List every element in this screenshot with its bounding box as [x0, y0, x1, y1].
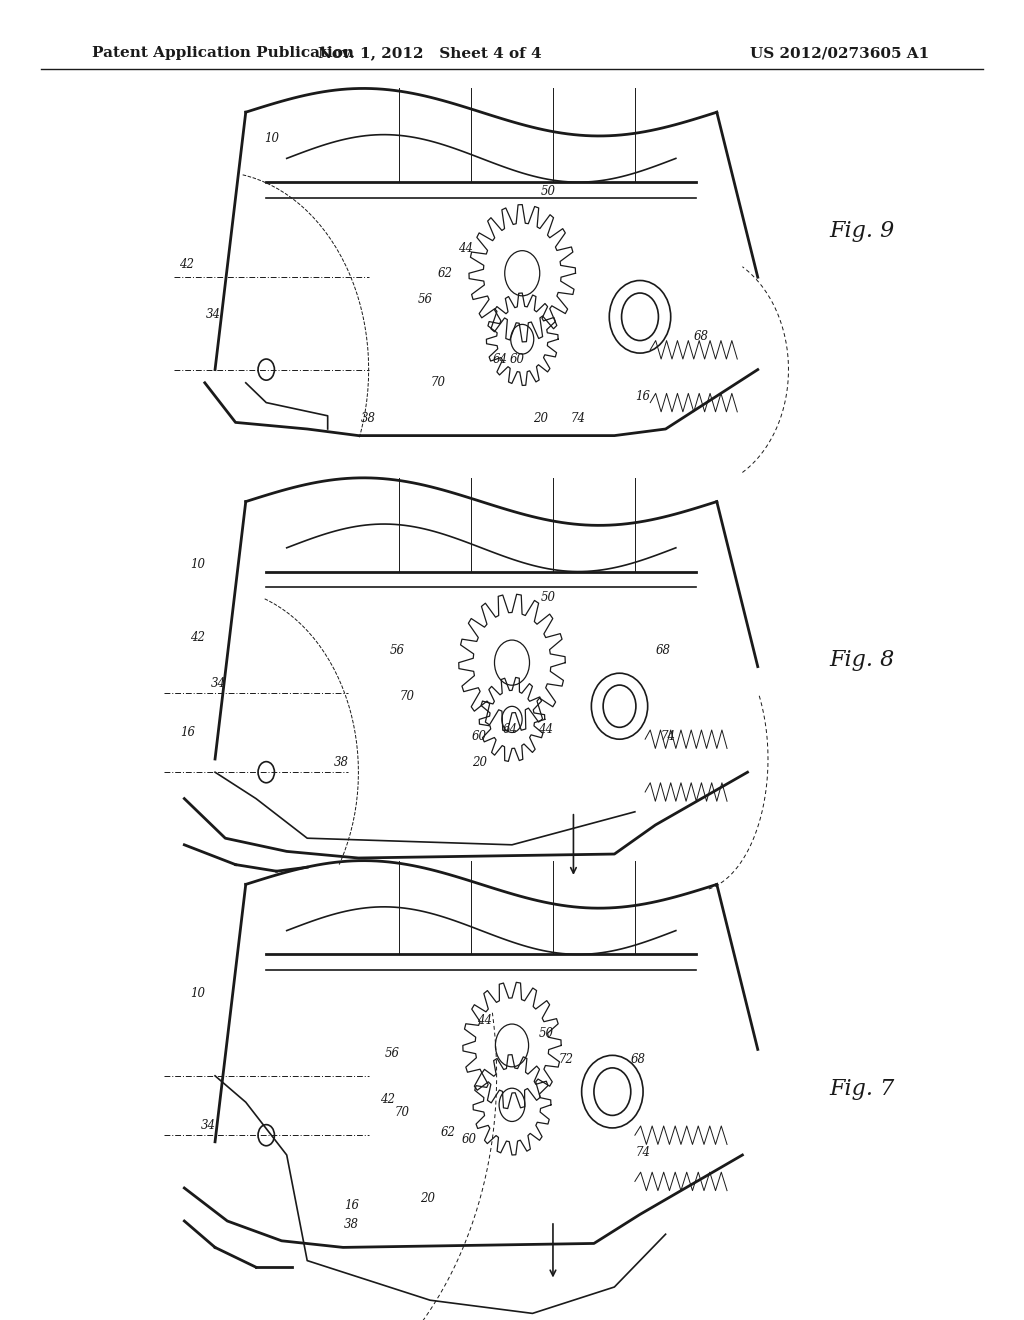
- Text: 56: 56: [385, 1047, 399, 1060]
- Text: 60: 60: [472, 730, 486, 743]
- Text: 20: 20: [534, 412, 548, 425]
- Text: Fig. 7: Fig. 7: [829, 1078, 895, 1100]
- Text: 68: 68: [631, 1053, 645, 1067]
- Text: 20: 20: [421, 1192, 435, 1205]
- Text: Patent Application Publication: Patent Application Publication: [92, 46, 354, 61]
- Text: 64: 64: [493, 352, 507, 366]
- Text: 56: 56: [418, 293, 432, 306]
- Text: 42: 42: [190, 631, 205, 644]
- Text: 10: 10: [264, 132, 279, 145]
- Text: 50: 50: [541, 185, 555, 198]
- Text: Nov. 1, 2012   Sheet 4 of 4: Nov. 1, 2012 Sheet 4 of 4: [318, 46, 542, 61]
- Text: 62: 62: [438, 267, 453, 280]
- Text: US 2012/0273605 A1: US 2012/0273605 A1: [750, 46, 930, 61]
- Text: 60: 60: [462, 1133, 476, 1146]
- Text: 16: 16: [636, 389, 650, 403]
- Text: 34: 34: [211, 677, 225, 690]
- Text: 70: 70: [400, 690, 415, 704]
- Text: 72: 72: [559, 1053, 573, 1067]
- Text: 74: 74: [660, 730, 675, 743]
- Text: Fig. 9: Fig. 9: [829, 220, 895, 242]
- Text: 68: 68: [694, 330, 709, 343]
- Text: 34: 34: [206, 308, 220, 321]
- Text: 68: 68: [656, 644, 671, 657]
- Text: 38: 38: [334, 756, 348, 770]
- Text: 50: 50: [541, 591, 555, 605]
- Text: 16: 16: [344, 1199, 358, 1212]
- Text: 38: 38: [361, 412, 376, 425]
- Text: 42: 42: [380, 1093, 394, 1106]
- Text: 70: 70: [431, 376, 445, 389]
- Text: 44: 44: [459, 242, 473, 255]
- Text: 20: 20: [472, 756, 486, 770]
- Text: 56: 56: [390, 644, 404, 657]
- Text: 74: 74: [636, 1146, 650, 1159]
- Text: 10: 10: [190, 987, 205, 1001]
- Text: 34: 34: [201, 1119, 215, 1133]
- Text: 38: 38: [344, 1218, 358, 1232]
- Text: 62: 62: [441, 1126, 456, 1139]
- Text: 10: 10: [190, 558, 205, 572]
- Text: 74: 74: [571, 412, 586, 425]
- Text: 16: 16: [180, 726, 195, 739]
- Text: 42: 42: [179, 257, 194, 271]
- Text: 44: 44: [477, 1014, 492, 1027]
- Text: 60: 60: [510, 352, 524, 366]
- Text: 64: 64: [503, 723, 517, 737]
- Text: Fig. 8: Fig. 8: [829, 649, 895, 671]
- Text: 50: 50: [539, 1027, 553, 1040]
- Text: 44: 44: [539, 723, 553, 737]
- Text: 70: 70: [395, 1106, 410, 1119]
